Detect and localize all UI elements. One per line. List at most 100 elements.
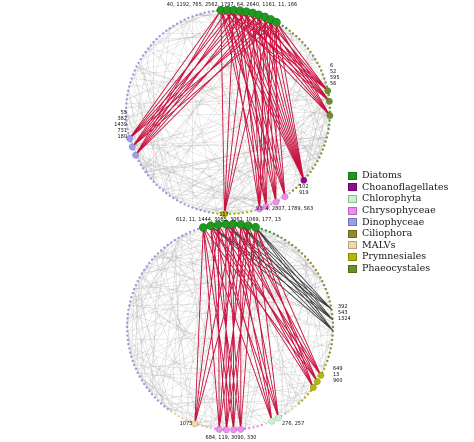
bot-gray-edge: [313, 266, 325, 369]
top-gray-edge: [255, 116, 331, 211]
top-dino-label-2: 382: [117, 116, 127, 122]
bot-gray-edge: [144, 266, 314, 385]
bot-gray-edge: [178, 233, 187, 238]
bot-target-node: [222, 426, 230, 434]
top-gray-edge: [162, 111, 331, 191]
top-gray-edge: [173, 157, 320, 199]
bot-gray-edge: [141, 273, 203, 427]
top-gray-edge: [312, 128, 329, 169]
bot-gray-edge: [206, 390, 311, 428]
bot-gray-edge: [141, 273, 262, 426]
top-gray-edge: [282, 25, 311, 53]
bot-gray-edge: [151, 253, 159, 395]
bot-target-node: [268, 417, 276, 425]
bottom-red-edges: [194, 223, 322, 430]
top-gray-edge: [145, 82, 326, 173]
top-ring-node: [304, 44, 307, 47]
bot-ring-node: [331, 338, 334, 342]
top-red-edge: [252, 12, 331, 116]
top-gray-edge: [129, 86, 139, 162]
legend-swatch-phaeocystales: [348, 264, 357, 273]
bot-gray-edge: [160, 237, 179, 404]
top-target-node: [324, 87, 332, 95]
bot-gray-edge: [154, 256, 220, 430]
top-gray-edge: [305, 82, 326, 179]
bottom-network-diagram: 612, 11, 1444, 3085, 3061, 1069, 177, 13…: [125, 217, 351, 441]
bot-target-node: [309, 384, 317, 391]
bottom-chryso-label: 684, 119, 3090, 330: [206, 435, 257, 441]
bottom-chloro-label: 276, 257: [282, 421, 304, 427]
bot-gray-edge: [198, 253, 303, 426]
bot-gray-edge: [167, 383, 316, 410]
bot-gray-edge: [182, 235, 319, 274]
top-target-node: [300, 176, 308, 184]
bot-dark-edge: [240, 224, 333, 321]
top-diatom-hub-label: 40, 1192, 765, 2562, 1797, 64, 2640, 116…: [167, 2, 297, 8]
bot-red-edge: [225, 223, 314, 388]
bot-ring-node: [303, 255, 307, 258]
bottom-prym-label-2: 13: [333, 372, 339, 378]
top-red-edges: [129, 9, 331, 215]
top-gray-edge: [180, 21, 218, 214]
legend-item-diatoms: Diatoms: [348, 170, 472, 182]
legend: Diatoms Choanoflagellates Chlorophyta Ch…: [348, 170, 472, 274]
top-gray-edge: [166, 193, 276, 203]
bot-gray-edge: [139, 364, 326, 377]
bot-gray-edge: [304, 256, 311, 392]
top-red-edge: [135, 9, 235, 156]
top-gray-edge: [125, 107, 144, 169]
bot-gray-edge: [127, 235, 183, 340]
top-gray-edge: [166, 10, 218, 31]
top-gray-edge: [217, 175, 308, 214]
top-prym-label: 117: [219, 212, 229, 218]
bottom-gray-edges: [126, 223, 334, 431]
legend-swatch-chrysophyceae: [348, 206, 357, 215]
legend-label-ciliophora: Ciliophora: [362, 228, 413, 240]
bot-dark-edge: [255, 226, 334, 321]
bot-gray-edge: [295, 247, 333, 336]
bot-gray-edge: [198, 239, 286, 426]
bot-gray-edge: [128, 226, 207, 310]
bot-gray-edge: [149, 247, 165, 392]
top-target-node: [272, 198, 280, 206]
top-gray-edge: [136, 66, 328, 134]
bot-target-node: [317, 371, 325, 379]
top-gray-edge: [180, 137, 327, 203]
top-gray-edge: [234, 82, 326, 214]
bottom-node-labels: 612, 11, 1444, 3085, 3061, 1069, 177, 13…: [176, 217, 351, 441]
top-hub-nodes: [126, 5, 334, 218]
top-red-edge: [223, 14, 260, 214]
top-red-edge: [252, 12, 305, 181]
top-gray-edge: [180, 21, 268, 207]
bot-gray-edge: [129, 348, 172, 412]
bot-gray-edge: [210, 225, 309, 395]
bot-gray-edge: [137, 226, 207, 373]
bot-gray-edge: [154, 301, 330, 398]
top-ring-node: [187, 204, 190, 208]
top-gray-edge: [173, 10, 222, 27]
top-gray-edge: [229, 51, 311, 215]
top-dino-label-5: 180: [117, 134, 127, 140]
top-red-edge: [246, 11, 330, 102]
bot-gray-edge: [185, 226, 207, 421]
top-red-edge: [264, 16, 277, 203]
bot-dark-edge: [255, 226, 332, 310]
top-choano-label-2: 919: [299, 190, 309, 196]
top-diatom-hub: [272, 18, 281, 27]
top-phaeo-label-3: 595: [330, 75, 340, 81]
top-dino-label-1: 55: [121, 110, 127, 116]
bot-red-edge: [255, 227, 314, 388]
legend-item-dinophyceae: Dinophyceae: [348, 216, 472, 228]
top-gray-edge: [126, 86, 130, 100]
bot-target-node: [274, 414, 282, 422]
bot-gray-edge: [139, 277, 331, 349]
top-gray-edge: [230, 9, 318, 64]
top-gray-edge: [173, 103, 330, 199]
top-gray-edge: [138, 62, 201, 211]
bot-ring-node: [134, 283, 138, 287]
top-red-edge: [252, 12, 277, 203]
bot-gray-edge: [129, 301, 330, 306]
bot-gray-edge: [134, 289, 159, 401]
bot-gray-edge: [126, 233, 187, 328]
top-target-node: [132, 151, 140, 159]
